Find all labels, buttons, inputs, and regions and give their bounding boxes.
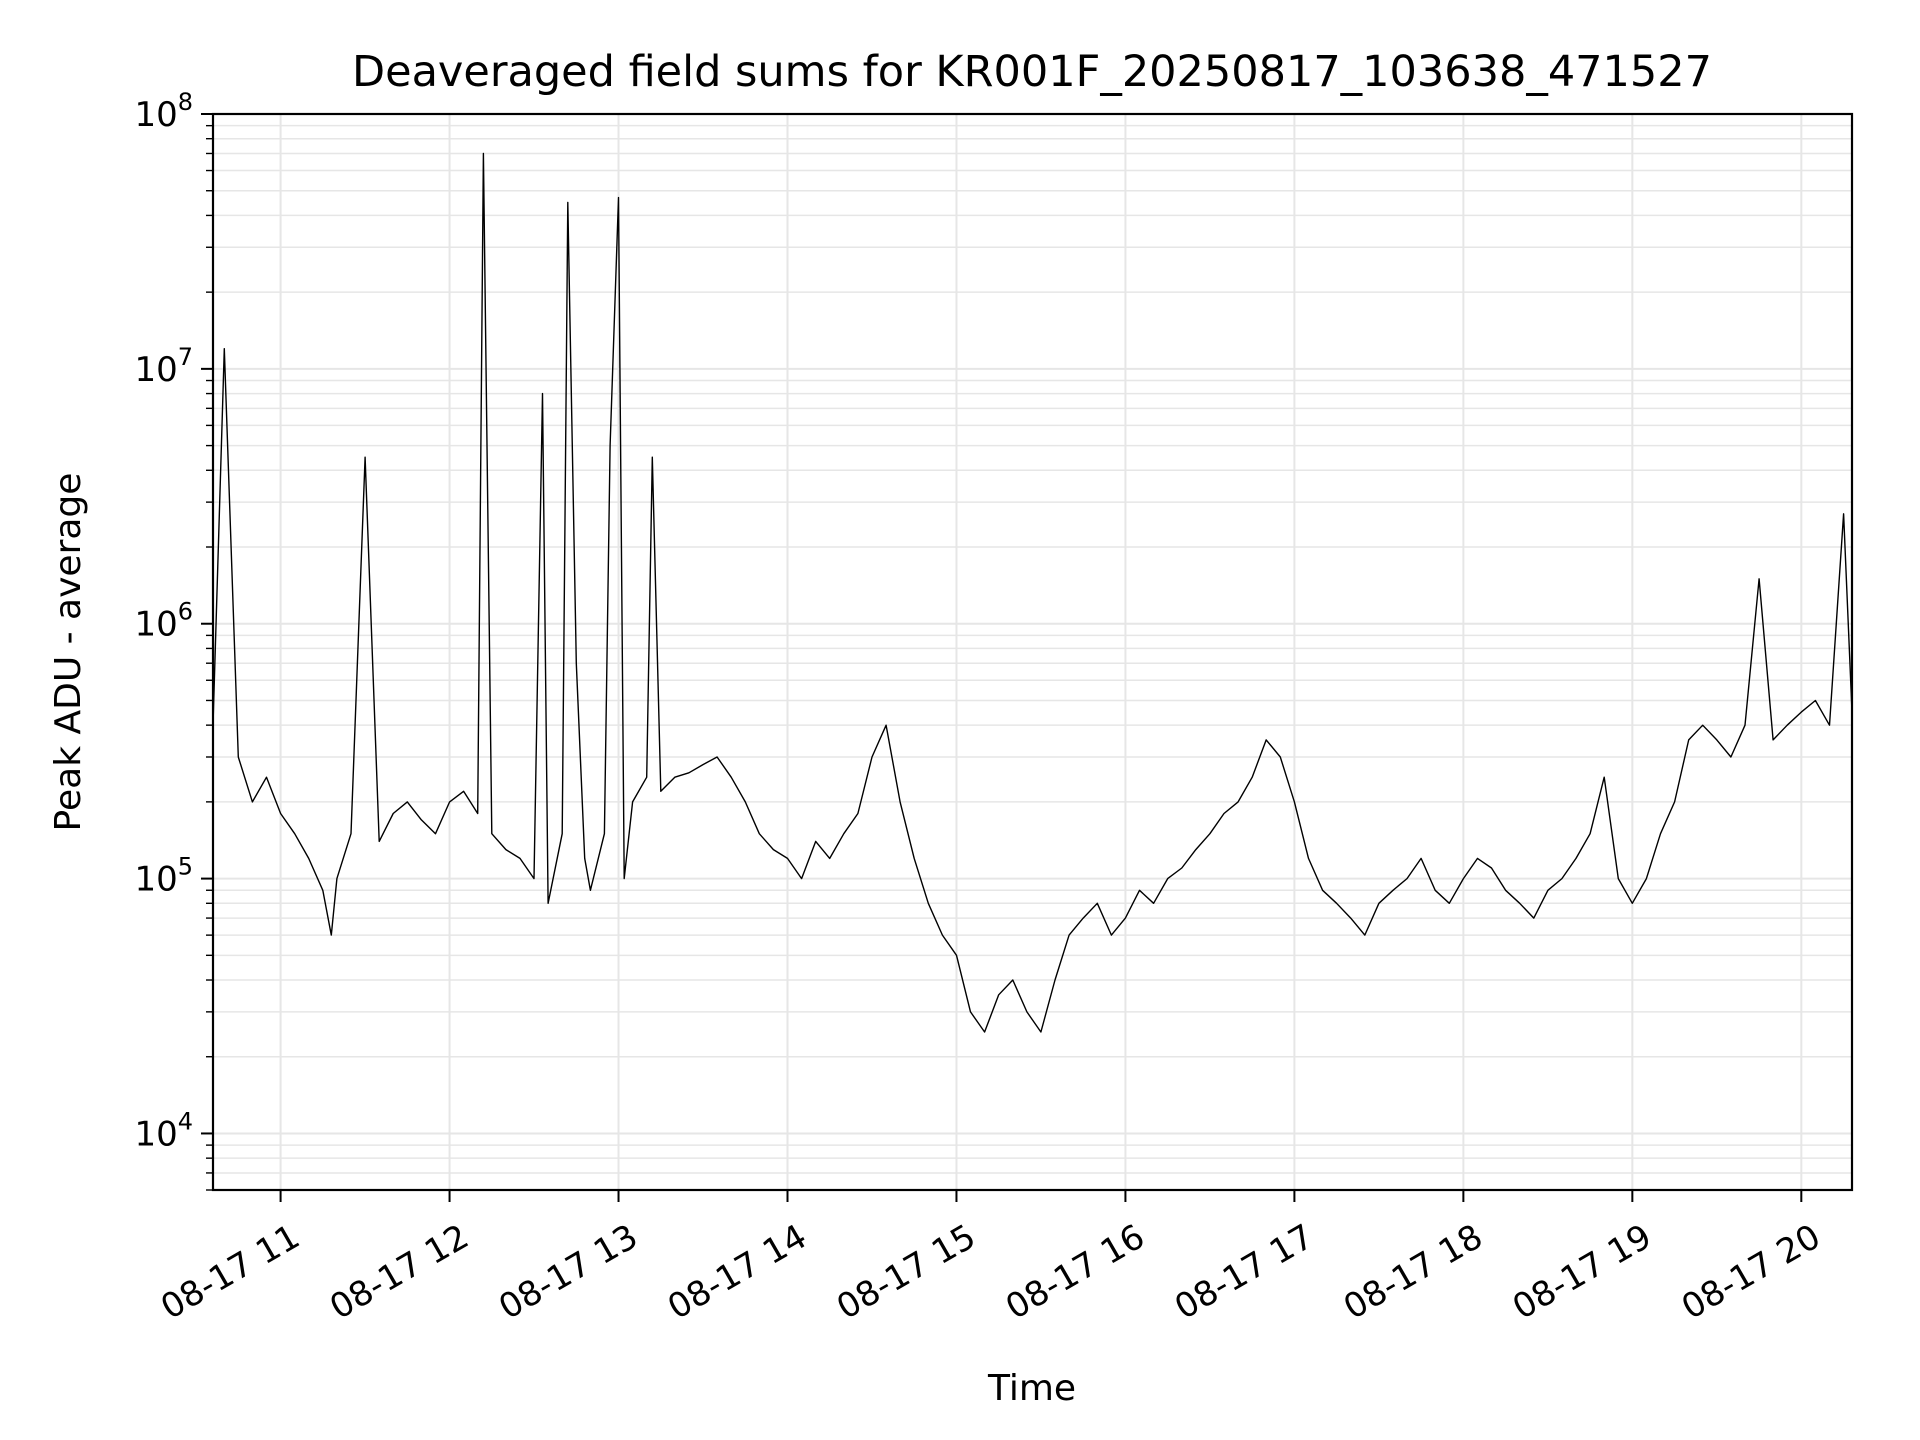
plot-frame [211, 112, 1854, 1192]
y-tick-label: 105 [134, 853, 193, 900]
y-axis-label: Peak ADU - average [48, 473, 89, 832]
grid [213, 113, 1852, 1191]
chart-title: Deaveraged field sums for KR001F_2025081… [352, 47, 1712, 97]
y-tick-label: 108 [134, 88, 193, 135]
y-tick-label: 107 [134, 343, 193, 390]
y-tick-label: 104 [134, 1107, 193, 1154]
y-tick-label: 106 [134, 598, 193, 645]
series-line [212, 152, 1853, 1033]
series-layer [212, 152, 1853, 1033]
y-axis: 104 105 106 107 108 [134, 88, 213, 1191]
x-axis-label: Time [987, 1368, 1076, 1409]
